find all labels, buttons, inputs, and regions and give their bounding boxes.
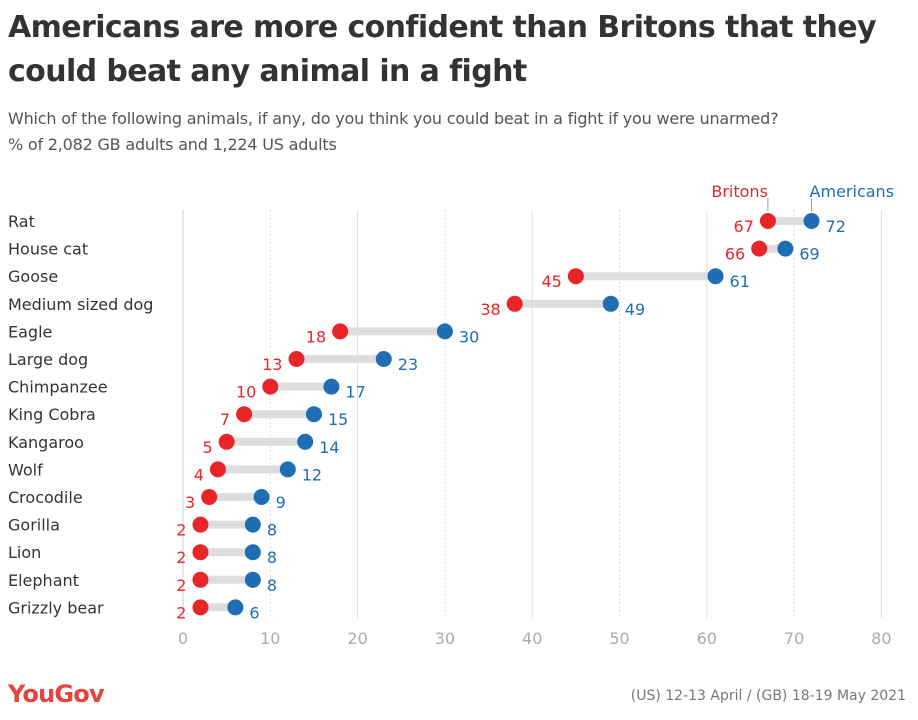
- x-tick-label-70: 70: [784, 629, 804, 648]
- americans-dot-elephant: [244, 571, 261, 588]
- chart-subtitle: Which of the following animals, if any, …: [8, 106, 908, 158]
- americans-value-rat: 72: [826, 217, 846, 236]
- britons-value-kangaroo: 5: [202, 438, 212, 457]
- survey-question: Which of the following animals, if any, …: [8, 109, 779, 128]
- americans-value-house-cat: 69: [799, 245, 819, 264]
- americans-value-lion: 8: [267, 548, 277, 567]
- category-label-house-cat: House cat: [8, 240, 88, 259]
- x-tick-label-60: 60: [697, 629, 717, 648]
- category-label-large-dog: Large dog: [8, 350, 88, 369]
- americans-value-elephant: 8: [267, 576, 277, 595]
- x-tick-label-0: 0: [178, 629, 188, 648]
- chart-title: Americans are more confident than Briton…: [8, 10, 877, 89]
- americans-value-large-dog: 23: [398, 355, 418, 374]
- survey-base: % of 2,082 GB adults and 1,224 US adults: [8, 135, 337, 154]
- britons-value-lion: 2: [176, 548, 186, 567]
- britons-value-king-cobra: 7: [220, 410, 230, 429]
- britons-value-eagle: 18: [306, 327, 326, 346]
- americans-dot-large-dog: [375, 351, 392, 367]
- x-tick-label-40: 40: [522, 629, 542, 648]
- x-tick-label-20: 20: [347, 629, 367, 648]
- x-tick-label-10: 10: [260, 629, 280, 648]
- britons-value-elephant: 2: [176, 576, 186, 595]
- britons-value-house-cat: 66: [725, 245, 745, 264]
- britons-dot-large-dog: [288, 351, 305, 367]
- americans-dot-medium-sized-dog: [602, 295, 619, 312]
- x-tick-label-30: 30: [435, 629, 455, 648]
- americans-dot-kangaroo: [297, 433, 314, 450]
- americans-value-chimpanzee: 17: [345, 383, 365, 402]
- americans-value-kangaroo: 14: [319, 438, 339, 457]
- britons-dot-elephant: [192, 571, 209, 588]
- americans-value-grizzly-bear: 6: [249, 603, 259, 622]
- americans-value-goose: 61: [730, 272, 750, 291]
- britons-value-large-dog: 13: [262, 355, 282, 374]
- americans-value-wolf: 12: [302, 465, 322, 484]
- americans-dot-wolf: [279, 461, 296, 478]
- americans-value-medium-sized-dog: 49: [625, 300, 645, 319]
- britons-value-goose: 45: [541, 272, 561, 291]
- britons-value-grizzly-bear: 2: [176, 603, 186, 622]
- category-label-rat: Rat: [8, 212, 35, 231]
- britons-dot-grizzly-bear: [192, 599, 209, 616]
- americans-dot-crocodile: [253, 489, 270, 505]
- category-label-lion: Lion: [8, 543, 41, 562]
- britons-value-chimpanzee: 10: [236, 383, 256, 402]
- britons-value-medium-sized-dog: 38: [480, 300, 500, 319]
- britons-value-wolf: 4: [194, 465, 204, 484]
- americans-dot-rat: [803, 213, 820, 229]
- britons-value-crocodile: 3: [185, 493, 195, 512]
- americans-value-eagle: 30: [459, 327, 479, 346]
- britons-dot-rat: [759, 213, 776, 229]
- category-label-elephant: Elephant: [8, 571, 79, 590]
- legend-britons: Britons: [711, 182, 768, 201]
- americans-dot-chimpanzee: [323, 378, 340, 395]
- category-label-eagle: Eagle: [8, 322, 52, 341]
- britons-dot-king-cobra: [236, 406, 253, 423]
- yougov-logo: YouGov: [8, 680, 105, 708]
- americans-dot-lion: [244, 544, 261, 561]
- fieldwork-dates: (US) 12-13 April / (GB) 18-19 May 2021: [630, 688, 906, 704]
- americans-dot-eagle: [436, 323, 453, 340]
- category-label-goose: Goose: [8, 267, 58, 286]
- britons-dot-medium-sized-dog: [506, 295, 523, 312]
- britons-dot-eagle: [332, 323, 349, 340]
- britons-dot-kangaroo: [218, 433, 235, 450]
- category-label-crocodile: Crocodile: [8, 488, 83, 507]
- category-label-king-cobra: King Cobra: [8, 405, 96, 424]
- category-label-chimpanzee: Chimpanzee: [8, 378, 108, 397]
- britons-value-gorilla: 2: [176, 521, 186, 540]
- britons-value-rat: 67: [734, 217, 754, 236]
- category-label-gorilla: Gorilla: [8, 516, 60, 535]
- category-label-grizzly-bear: Grizzly bear: [8, 598, 104, 617]
- britons-dot-lion: [192, 544, 209, 561]
- americans-value-gorilla: 8: [267, 521, 277, 540]
- americans-value-crocodile: 9: [276, 493, 286, 512]
- x-tick-label-50: 50: [609, 629, 629, 648]
- x-tick-label-80: 80: [871, 629, 891, 648]
- americans-value-king-cobra: 15: [328, 410, 348, 429]
- americans-dot-king-cobra: [305, 406, 322, 423]
- britons-dot-chimpanzee: [262, 378, 279, 395]
- legend-americans: Americans: [810, 182, 894, 201]
- americans-dot-house-cat: [777, 240, 794, 257]
- category-label-medium-sized-dog: Medium sized dog: [8, 295, 153, 314]
- britons-dot-crocodile: [201, 489, 218, 505]
- category-label-kangaroo: Kangaroo: [8, 433, 84, 452]
- britons-dot-wolf: [209, 461, 226, 478]
- britons-dot-house-cat: [751, 240, 768, 257]
- americans-dot-gorilla: [244, 516, 261, 533]
- americans-dot-grizzly-bear: [227, 599, 244, 616]
- category-label-wolf: Wolf: [8, 460, 43, 479]
- britons-dot-gorilla: [192, 516, 209, 533]
- britons-dot-goose: [567, 268, 584, 285]
- americans-dot-goose: [707, 268, 724, 285]
